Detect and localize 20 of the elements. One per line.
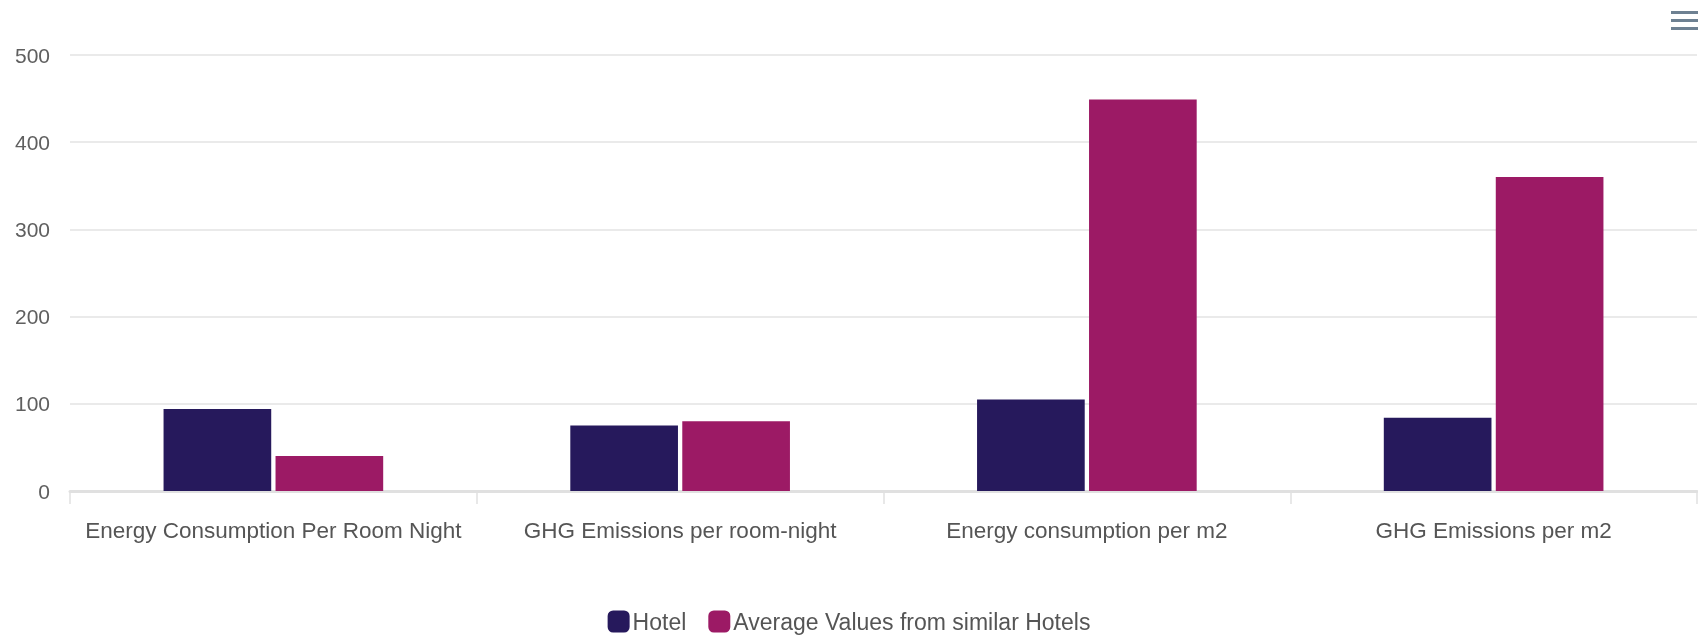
bar [682,421,790,491]
y-tick-label: 400 [14,130,50,154]
x-tick-label: GHG Emissions per room-night [523,518,838,543]
bar [1495,177,1604,491]
bar [1089,99,1197,491]
bar [275,456,384,491]
y-tick-label: 300 [14,217,50,241]
x-tick-label: Energy consumption per m2 [946,518,1228,543]
bar [977,399,1085,491]
bar [570,425,678,491]
x-tick-label: Energy Consumption Per Room Night [85,518,463,543]
legend-label: Average Values from similar Hotels [733,608,1091,635]
bar [163,409,272,491]
legend-label: Hotel [632,608,687,635]
x-tick-label: GHG Emissions per m2 [1375,518,1612,543]
y-tick-label: 200 [14,305,50,329]
y-tick-label: 0 [38,479,50,503]
y-tick-label: 100 [14,392,50,416]
bar [1383,417,1492,491]
y-tick-label: 500 [14,43,50,67]
